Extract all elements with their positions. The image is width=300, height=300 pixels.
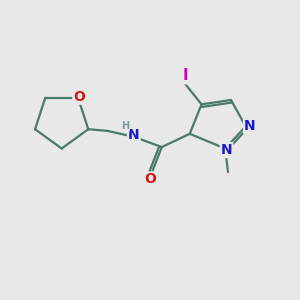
Text: H: H: [121, 121, 129, 130]
Text: N: N: [244, 119, 256, 133]
Text: O: O: [73, 90, 85, 104]
Text: N: N: [221, 143, 232, 157]
Text: N: N: [128, 128, 140, 142]
Text: I: I: [182, 68, 188, 83]
Text: O: O: [144, 172, 156, 186]
